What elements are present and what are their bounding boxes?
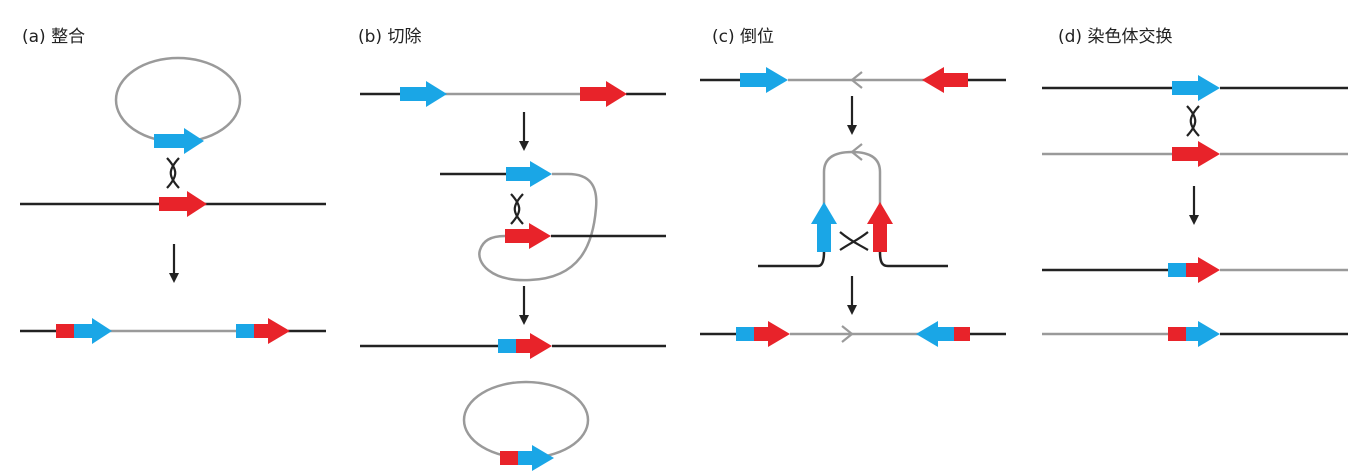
chromosome-1 [1042, 75, 1348, 101]
panel-d [1042, 75, 1348, 347]
crossover-x [166, 157, 180, 189]
excised-chromosome [360, 333, 666, 359]
substrate-line [700, 67, 1006, 93]
panel-c-label: (c) 倒位 [712, 27, 775, 47]
crossover-x [1186, 105, 1200, 137]
blue-site-arrow [154, 128, 204, 154]
circular-dna [114, 56, 242, 144]
panel-a [20, 56, 326, 344]
integrated-product [20, 318, 326, 344]
chromosome-2 [1042, 141, 1348, 167]
inverted-product [700, 321, 1006, 347]
recombinant-2 [1042, 321, 1348, 347]
panel-b-label: (b) 切除 [358, 27, 422, 47]
panel-a-label: (a) 整合 [22, 27, 86, 47]
looped-intermediate [440, 161, 666, 282]
hairpin-intermediate [758, 143, 948, 268]
panel-b [360, 81, 666, 471]
recombinant-1 [1042, 257, 1348, 283]
panel-c [700, 67, 1006, 347]
substrate-line [360, 81, 666, 107]
red-site-arrow [159, 191, 207, 217]
excised-circle [462, 380, 590, 471]
panel-d-label: (d) 染色体交换 [1058, 27, 1173, 47]
